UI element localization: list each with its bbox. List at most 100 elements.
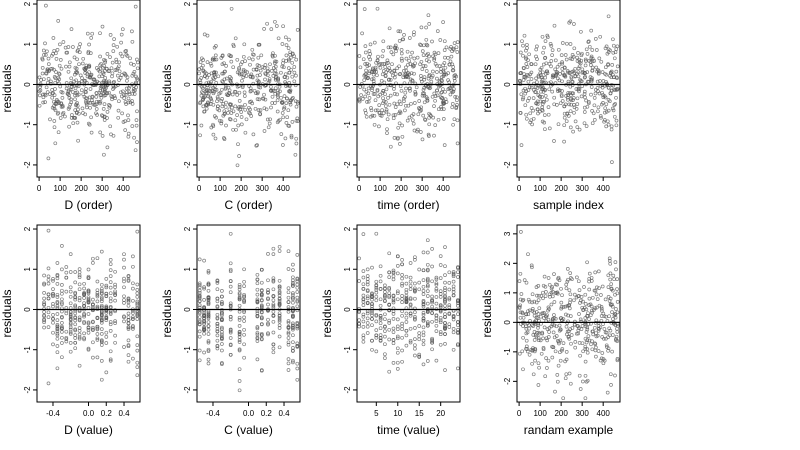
data-point: [202, 286, 206, 291]
data-point: [610, 288, 615, 293]
data-point: [416, 106, 421, 110]
data-point: [378, 333, 383, 337]
data-point: [276, 88, 280, 93]
data-point: [51, 287, 55, 291]
data-point: [387, 337, 392, 342]
data-point: [286, 249, 291, 254]
data-point: [419, 25, 424, 30]
data-point: [522, 75, 527, 79]
data-point: [51, 320, 55, 325]
data-point: [406, 103, 411, 108]
data-point: [378, 297, 383, 302]
data-point: [387, 303, 392, 307]
data-point: [131, 325, 135, 330]
data-point: [242, 42, 247, 47]
y-tick-label: -1: [23, 121, 32, 129]
data-point: [198, 101, 202, 106]
data-point: [579, 79, 584, 84]
data-point: [387, 369, 392, 374]
data-point: [365, 324, 370, 329]
data-point: [597, 91, 602, 96]
data-point: [450, 105, 455, 110]
data-point: [451, 284, 456, 289]
data-point: [239, 115, 244, 119]
data-point: [421, 362, 426, 367]
data-point: [596, 109, 600, 114]
data-point: [86, 300, 91, 305]
data-point: [363, 62, 368, 66]
data-point: [86, 326, 91, 330]
data-point: [86, 330, 91, 335]
data-point: [242, 300, 246, 305]
data-point: [226, 93, 231, 97]
data-point: [285, 96, 289, 101]
data-point: [52, 48, 57, 53]
data-point: [566, 114, 571, 118]
data-point: [277, 301, 282, 306]
data-point: [110, 60, 115, 65]
data-point: [421, 278, 426, 282]
data-point: [236, 123, 241, 128]
data-point: [197, 358, 202, 363]
data-point: [85, 105, 89, 110]
x-tick-label: 200: [554, 409, 568, 418]
data-point: [456, 301, 460, 306]
data-point: [598, 114, 603, 118]
data-point: [126, 343, 131, 347]
data-point: [530, 361, 534, 366]
data-point: [361, 312, 366, 317]
data-point: [134, 74, 138, 79]
data-point: [402, 99, 406, 104]
data-point: [215, 305, 220, 309]
data-point: [552, 335, 557, 340]
data-point: [131, 71, 136, 76]
data-point: [606, 62, 610, 66]
data-point: [82, 314, 86, 319]
data-point: [556, 47, 561, 52]
data-point: [434, 301, 439, 306]
data-point: [438, 330, 443, 334]
data-point: [131, 254, 135, 259]
data-point: [126, 113, 130, 118]
data-point: [131, 311, 135, 315]
data-point: [441, 107, 446, 111]
data-point: [404, 86, 408, 91]
data-point: [73, 318, 78, 323]
data-point: [542, 316, 546, 320]
data-point: [538, 338, 543, 343]
data-point: [547, 126, 552, 131]
data-point: [370, 86, 375, 90]
data-point: [421, 313, 426, 317]
data-point: [205, 60, 210, 64]
data-point: [403, 95, 407, 99]
data-point: [407, 58, 411, 63]
data-point: [370, 301, 374, 306]
data-point: [295, 282, 300, 287]
data-point: [450, 102, 455, 106]
y-axis-label: residuals: [0, 289, 14, 337]
data-point: [399, 48, 404, 52]
data-point: [135, 360, 140, 365]
data-point: [215, 344, 220, 349]
data-point: [384, 109, 389, 114]
data-point: [538, 314, 543, 319]
data-point: [384, 70, 389, 75]
data-point: [539, 65, 544, 70]
data-point: [55, 273, 60, 278]
plot-frame: [36, 0, 141, 178]
data-point: [525, 330, 530, 335]
data-point: [554, 72, 559, 76]
data-point: [56, 110, 61, 115]
data-point: [565, 41, 569, 46]
data-point: [423, 64, 428, 68]
data-point: [365, 316, 370, 321]
data-point: [451, 287, 456, 292]
data-point: [600, 335, 605, 339]
data-point: [564, 324, 569, 329]
data-point: [609, 124, 614, 129]
data-point: [77, 273, 82, 278]
data-point: [60, 355, 64, 360]
data-point: [565, 332, 569, 337]
data-point: [281, 58, 286, 63]
data-point: [84, 101, 89, 105]
